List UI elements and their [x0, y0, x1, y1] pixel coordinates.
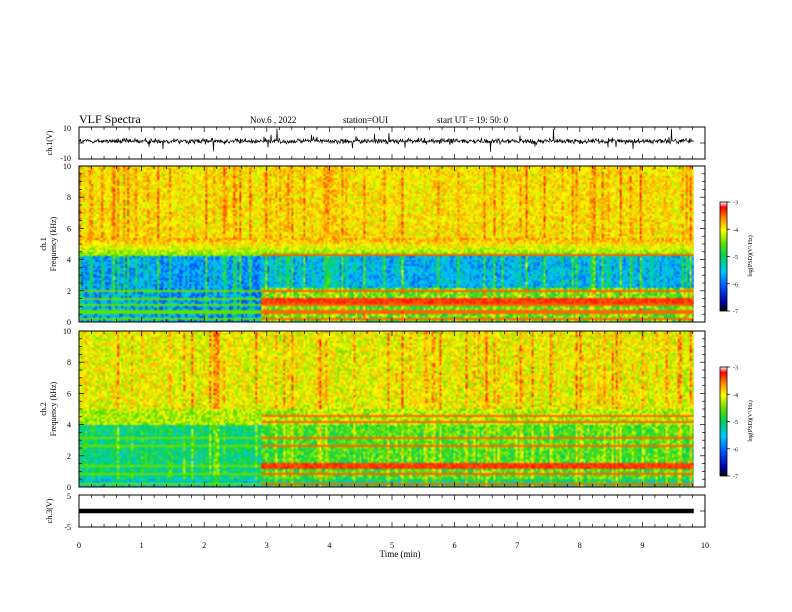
colorbar-tick-label: -6 [733, 282, 738, 288]
freq-tick-label: 0 [67, 483, 71, 492]
ch1-spectrogram-ticks [78, 165, 706, 323]
freq-tick-label: 8 [67, 358, 71, 367]
colorbar-tick-label: -7 [733, 310, 738, 316]
ch2-spectrogram-ylabel: Frequency (kHz) [49, 381, 58, 436]
time-tick-label: 5 [390, 541, 394, 550]
ch2-spectrogram-ticks [78, 330, 706, 488]
time-tick-label: 3 [265, 541, 269, 550]
time-tick-label: 7 [515, 541, 519, 550]
colorbar-tick-label: -4 [733, 393, 738, 399]
ch2-colorbar: -3 -4 -5 -6 -7 log(PSD)(V²/Hz) [719, 366, 754, 481]
freq-tick-label: 2 [67, 287, 71, 296]
ch1-spectrogram-channel-label: ch.1 [39, 237, 48, 251]
ch3-ytick-bottom: -5 [64, 523, 71, 532]
freq-tick-label: 6 [67, 389, 71, 398]
ch2-spectrogram-channel-label: ch.2 [39, 402, 48, 416]
ch1-spectrogram-ylabel: Frequency (kHz) [49, 216, 58, 271]
ch2-colorbar-label: log(PSD)(V²/Hz) [747, 400, 754, 441]
time-tick-label: 6 [453, 541, 457, 550]
station-label: station=OUI [343, 115, 388, 125]
time-axis-tick-labels: 0 1 2 3 4 5 6 7 8 9 10 [77, 541, 709, 550]
colorbar-tick-label: -5 [733, 420, 738, 426]
ch3-waveform-panel: 5 -5 ch.3(V) 0 1 2 3 4 5 6 7 8 9 10 Time (min) [45, 492, 709, 559]
ch1-colorbar-gradient [719, 201, 728, 312]
freq-tick-label: 6 [67, 224, 71, 233]
freq-tick-label: 8 [67, 193, 71, 202]
freq-tick-label: 2 [67, 452, 71, 461]
ch2-colorbar-ticks: -3 -4 -5 -6 -7 [727, 366, 738, 481]
ch3-waveform-ylabel: ch.3(V) [45, 498, 54, 523]
colorbar-tick-label: -7 [733, 475, 738, 481]
ch1-waveform-frame [78, 126, 706, 160]
ch1-spectrogram-panel: 0 2 4 6 8 10 ch.1 Frequency (kHz) [39, 162, 706, 327]
colorbar-tick-label: -4 [733, 228, 738, 234]
time-tick-label: 4 [327, 541, 331, 550]
ch1-waveform-ylabel: ch.1(V) [45, 130, 54, 155]
figure-title: VLF Spectra [79, 112, 141, 126]
freq-tick-label: 0 [67, 318, 71, 327]
freq-tick-label: 4 [67, 421, 71, 430]
colorbar-tick-label: -6 [733, 447, 738, 453]
ch1-ytick-top: 10 [63, 124, 71, 133]
ch2-freq-tick-labels: 0 2 4 6 8 10 [63, 327, 71, 492]
freq-tick-label: 10 [63, 327, 71, 336]
colorbar-tick-label: -5 [733, 255, 738, 261]
time-tick-label: 9 [640, 541, 644, 550]
colorbar-tick-label: -3 [733, 366, 738, 372]
ch3-ytick-top: 5 [67, 492, 71, 501]
ch1-waveform-panel: 10 -10 ch.1(V) [45, 124, 706, 163]
ch1-waveform-line [78, 128, 694, 152]
ch1-spectrogram-image [79, 166, 694, 322]
ch1-ytick-bottom: -10 [60, 154, 71, 163]
ch1-waveform-ticks [78, 126, 706, 160]
time-tick-label: 8 [578, 541, 582, 550]
time-tick-label: 1 [140, 541, 144, 550]
time-tick-label: 2 [202, 541, 206, 550]
ch2-colorbar-gradient [719, 366, 728, 477]
freq-tick-label: 4 [67, 256, 71, 265]
ch1-colorbar-label: log(PSD)(V²/Hz) [747, 235, 754, 276]
time-axis-label: Time (min) [380, 549, 421, 559]
ch1-colorbar: -3 -4 -5 -6 -7 log(PSD)(V²/Hz) [719, 201, 754, 316]
ch1-freq-tick-labels: 0 2 4 6 8 10 [63, 162, 71, 327]
time-tick-label: 10 [701, 541, 709, 550]
ch2-spectrogram-panel: 0 2 4 6 8 10 ch.2 Frequency (kHz) [39, 327, 706, 492]
time-tick-label: 0 [77, 541, 81, 550]
observation-date: Nov.6 , 2022 [250, 115, 296, 125]
ch2-spectrogram-image [79, 331, 694, 487]
ch1-colorbar-ticks: -3 -4 -5 -6 -7 [727, 201, 738, 316]
freq-tick-label: 10 [63, 162, 71, 171]
colorbar-tick-label: -3 [733, 201, 738, 207]
ch3-waveform-ticks [78, 494, 706, 528]
start-time-label: start UT = 19: 50: 0 [437, 115, 509, 125]
